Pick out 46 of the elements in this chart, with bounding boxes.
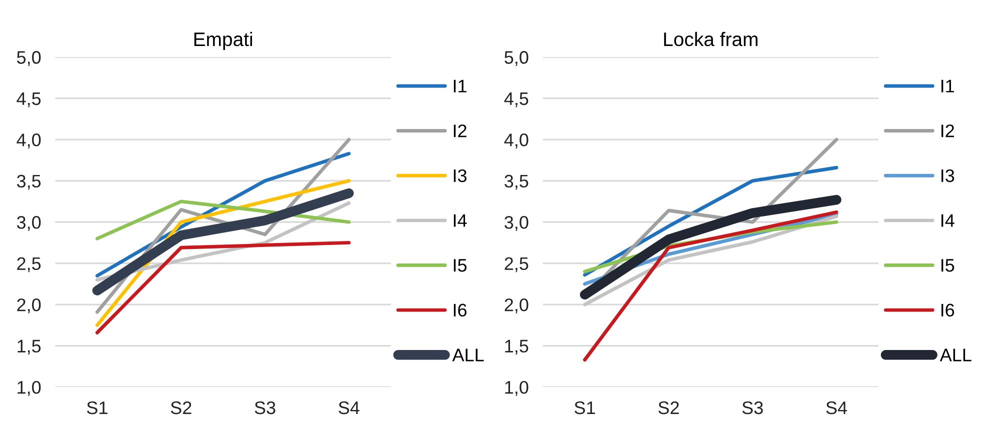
legend-label: I2 <box>454 124 466 138</box>
y-tick-label: 4,5 <box>16 92 41 108</box>
legend-label: I3 <box>941 169 954 182</box>
y-tick-label: 3,5 <box>16 174 41 190</box>
y-tick-label: 1,0 <box>505 380 528 396</box>
y-tick-label: 1,0 <box>18 380 41 396</box>
y-tick-label: 3,0 <box>16 216 41 231</box>
y-tick-label: 2,0 <box>17 298 41 314</box>
x-tick-label: S1 <box>87 401 108 414</box>
x-tick-label: S3 <box>254 401 276 414</box>
line-series <box>95 240 351 334</box>
y-tick-label: 4,5 <box>504 92 528 108</box>
y-tick-label: 1,5 <box>18 340 41 355</box>
legend-label: I6 <box>941 304 954 317</box>
y-tick-label: 2,0 <box>504 298 528 314</box>
x-tick-label: S2 <box>170 401 192 414</box>
legend-label: I6 <box>454 304 467 317</box>
y-tick-label: 5,0 <box>17 51 41 66</box>
legend-label: I4 <box>941 214 954 227</box>
line-series <box>95 200 351 240</box>
chart-title: Locka fram <box>664 32 758 46</box>
legend-label: I1 <box>941 80 954 92</box>
line-series <box>583 214 838 306</box>
legend-label: I3 <box>454 169 467 182</box>
y-tick-label: 2,5 <box>504 257 528 272</box>
legend-label: I2 <box>941 124 954 138</box>
legend-label: I5 <box>454 259 467 272</box>
y-tick-label: 3,5 <box>504 174 528 190</box>
x-tick-label: S4 <box>826 401 847 414</box>
y-tick-label: 2,5 <box>17 257 41 272</box>
y-tick-label: 4,0 <box>504 134 528 148</box>
y-tick-label: 5,0 <box>504 51 528 66</box>
y-tick-label: 1,5 <box>505 340 528 355</box>
legend-label: I5 <box>941 259 954 272</box>
x-tick-label: S1 <box>574 401 595 414</box>
legend-label: ALL <box>940 348 972 362</box>
x-tick-label: S2 <box>658 401 679 414</box>
legend-label: I1 <box>454 80 466 92</box>
x-tick-label: S4 <box>338 401 360 414</box>
line-series <box>583 210 838 362</box>
y-tick-label: 3,0 <box>504 216 528 231</box>
chart-title: Empati <box>194 32 252 50</box>
y-tick-label: 4,0 <box>16 134 41 148</box>
x-tick-label: S3 <box>742 401 763 414</box>
legend-label: ALL <box>452 348 484 362</box>
legend-label: I4 <box>454 214 467 227</box>
